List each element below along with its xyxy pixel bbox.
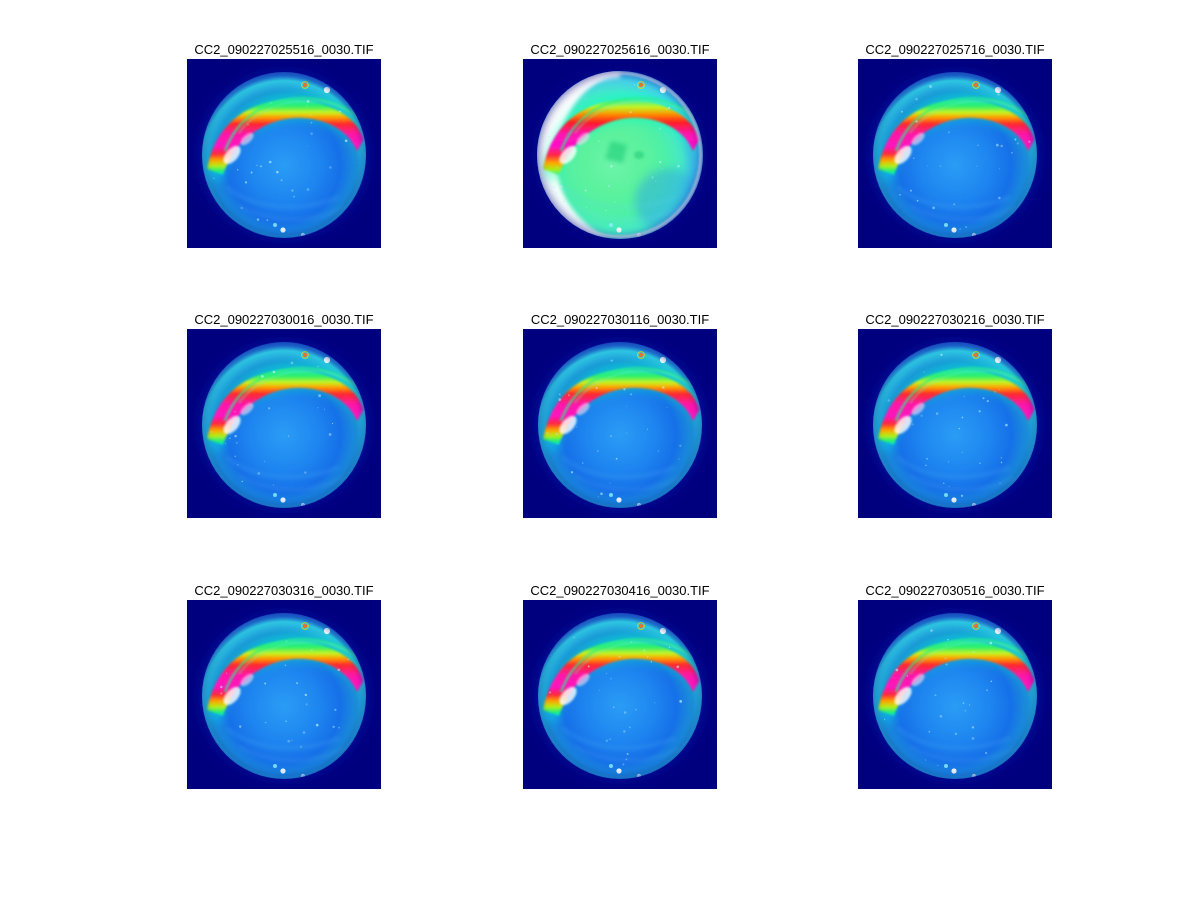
panel-title-8: CC2_090227030416_0030.TIF <box>530 583 710 598</box>
panel-title-5: CC2_090227030116_0030.TIF <box>530 312 710 327</box>
panel-title-1: CC2_090227025516_0030.TIF <box>194 42 374 57</box>
allsky-image-7 <box>187 600 381 789</box>
allsky-image-3 <box>858 59 1052 248</box>
allsky-image-2 <box>523 59 717 248</box>
allsky-image-1 <box>187 59 381 248</box>
panel-title-2: CC2_090227025616_0030.TIF <box>530 42 710 57</box>
panel-title-4: CC2_090227030016_0030.TIF <box>194 312 374 327</box>
panel-title-6: CC2_090227030216_0030.TIF <box>865 312 1045 327</box>
allsky-image-9 <box>858 600 1052 789</box>
allsky-image-8 <box>523 600 717 789</box>
allsky-image-5 <box>523 329 717 518</box>
allsky-image-6 <box>858 329 1052 518</box>
panel-title-3: CC2_090227025716_0030.TIF <box>865 42 1045 57</box>
allsky-image-4 <box>187 329 381 518</box>
panel-title-9: CC2_090227030516_0030.TIF <box>865 583 1045 598</box>
panel-title-7: CC2_090227030316_0030.TIF <box>194 583 374 598</box>
